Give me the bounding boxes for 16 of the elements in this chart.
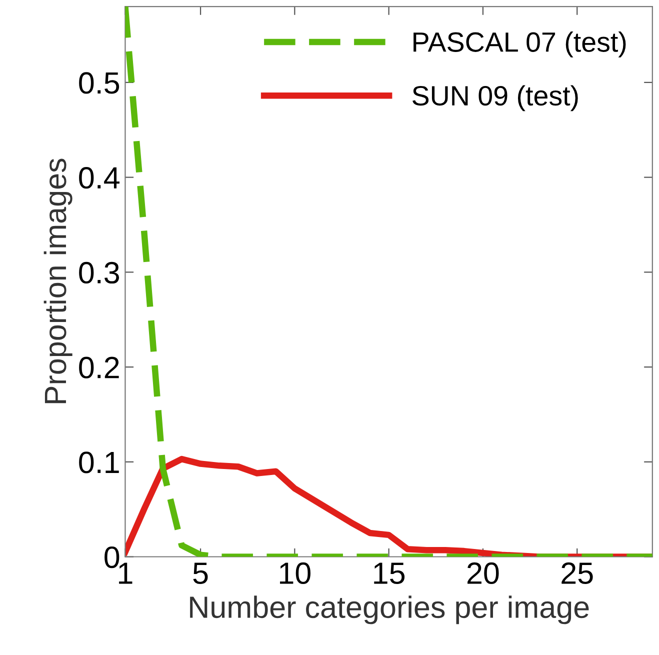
y-tick-label: 0.4: [79, 167, 120, 189]
x-tick-label: 1: [119, 562, 132, 584]
y-tick-label: 0: [104, 546, 120, 568]
x-tick-label: 25: [562, 562, 593, 584]
y-tick-label: 0.2: [79, 356, 119, 378]
y-tick-label: 0.5: [79, 72, 120, 94]
y-axis-title: Proportion images: [44, 158, 72, 404]
x-tick-label: 5: [193, 562, 208, 584]
legend-label: PASCAL 07 (test): [414, 32, 626, 58]
x-axis-title: Number categories per image: [190, 596, 589, 624]
x-tick-label: 20: [468, 562, 499, 584]
legend-label: SUN 09 (test): [412, 85, 578, 112]
y-tick-label: 0.1: [79, 452, 119, 474]
y-tick-label: 0.3: [79, 262, 120, 284]
x-tick-label: 10: [280, 562, 310, 584]
x-tick-label: 15: [374, 562, 405, 584]
